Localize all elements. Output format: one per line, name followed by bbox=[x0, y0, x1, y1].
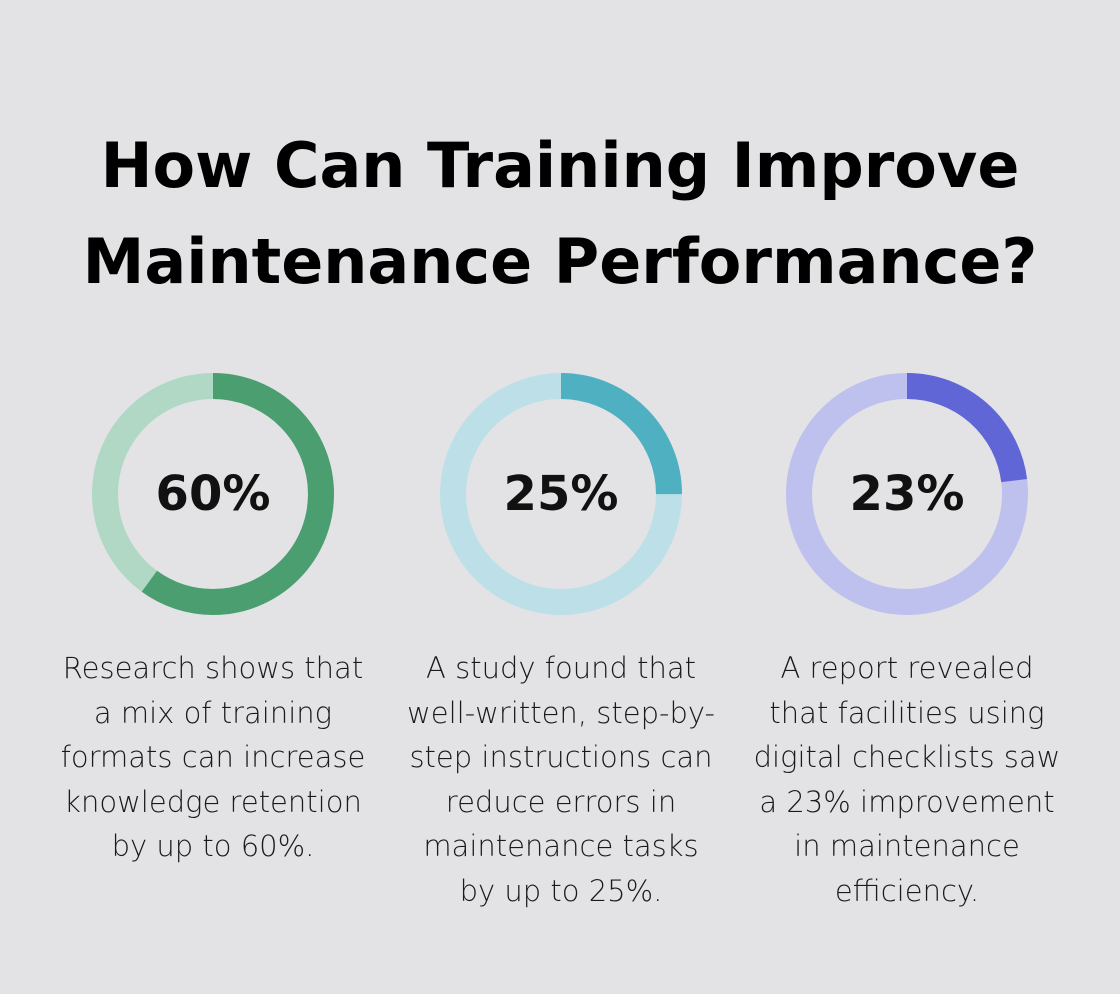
desc-line: digital checklists saw bbox=[753, 740, 1061, 774]
desc-line: by up to 60%. bbox=[111, 829, 315, 863]
stat-description-3: A report revealed that facilities using … bbox=[737, 646, 1077, 913]
desc-line: a 23% improvement bbox=[759, 784, 1055, 819]
stat-card-3: 23% A report revealed that facilities us… bbox=[737, 372, 1077, 913]
stat-description-1: Research shows that a mix of training fo… bbox=[43, 646, 383, 869]
donut-chart-2: 25% bbox=[439, 372, 683, 616]
desc-line: that facilities using bbox=[769, 695, 1045, 730]
donut-value-label-2: 25% bbox=[503, 466, 619, 522]
desc-line: A study found that bbox=[426, 651, 696, 685]
donut-chart-3: 23% bbox=[785, 372, 1029, 616]
donut-value-label-3: 23% bbox=[849, 466, 965, 522]
desc-line: a mix of training bbox=[93, 695, 333, 730]
desc-line: maintenance tasks bbox=[423, 829, 699, 863]
title-line-2: Maintenance Performance? bbox=[82, 225, 1038, 298]
desc-line: efficiency. bbox=[834, 873, 980, 908]
desc-line: knowledge retention bbox=[64, 784, 362, 819]
desc-line: well-written, step-by- bbox=[407, 695, 715, 730]
donut-svg-3 bbox=[786, 373, 1028, 615]
title-line-1: How Can Training Improve bbox=[100, 129, 1020, 202]
desc-line: formats can increase bbox=[60, 740, 366, 774]
donut-arc-1 bbox=[92, 373, 334, 615]
desc-line: reduce errors in bbox=[445, 784, 677, 819]
donut-svg-2 bbox=[440, 373, 682, 615]
donut-chart-1: 60% bbox=[91, 372, 335, 616]
donut-svg-1 bbox=[92, 373, 334, 615]
donut-arc-3 bbox=[786, 373, 1028, 615]
desc-line: by up to 25%. bbox=[459, 873, 663, 908]
stat-card-1: 60% Research shows that a mix of trainin… bbox=[43, 372, 383, 869]
desc-line: in maintenance bbox=[794, 829, 1020, 863]
page-title: How Can Training Improve Maintenance Per… bbox=[0, 118, 1120, 310]
stat-card-2: 25% A study found that well-written, ste… bbox=[391, 372, 731, 913]
desc-line: step instructions can bbox=[409, 740, 713, 774]
stat-description-2: A study found that well-written, step-by… bbox=[391, 646, 731, 913]
donut-arc-2 bbox=[440, 373, 682, 615]
donut-value-label-1: 60% bbox=[155, 466, 271, 522]
desc-line: Research shows that bbox=[62, 651, 364, 685]
desc-line: A report revealed bbox=[780, 651, 1034, 685]
